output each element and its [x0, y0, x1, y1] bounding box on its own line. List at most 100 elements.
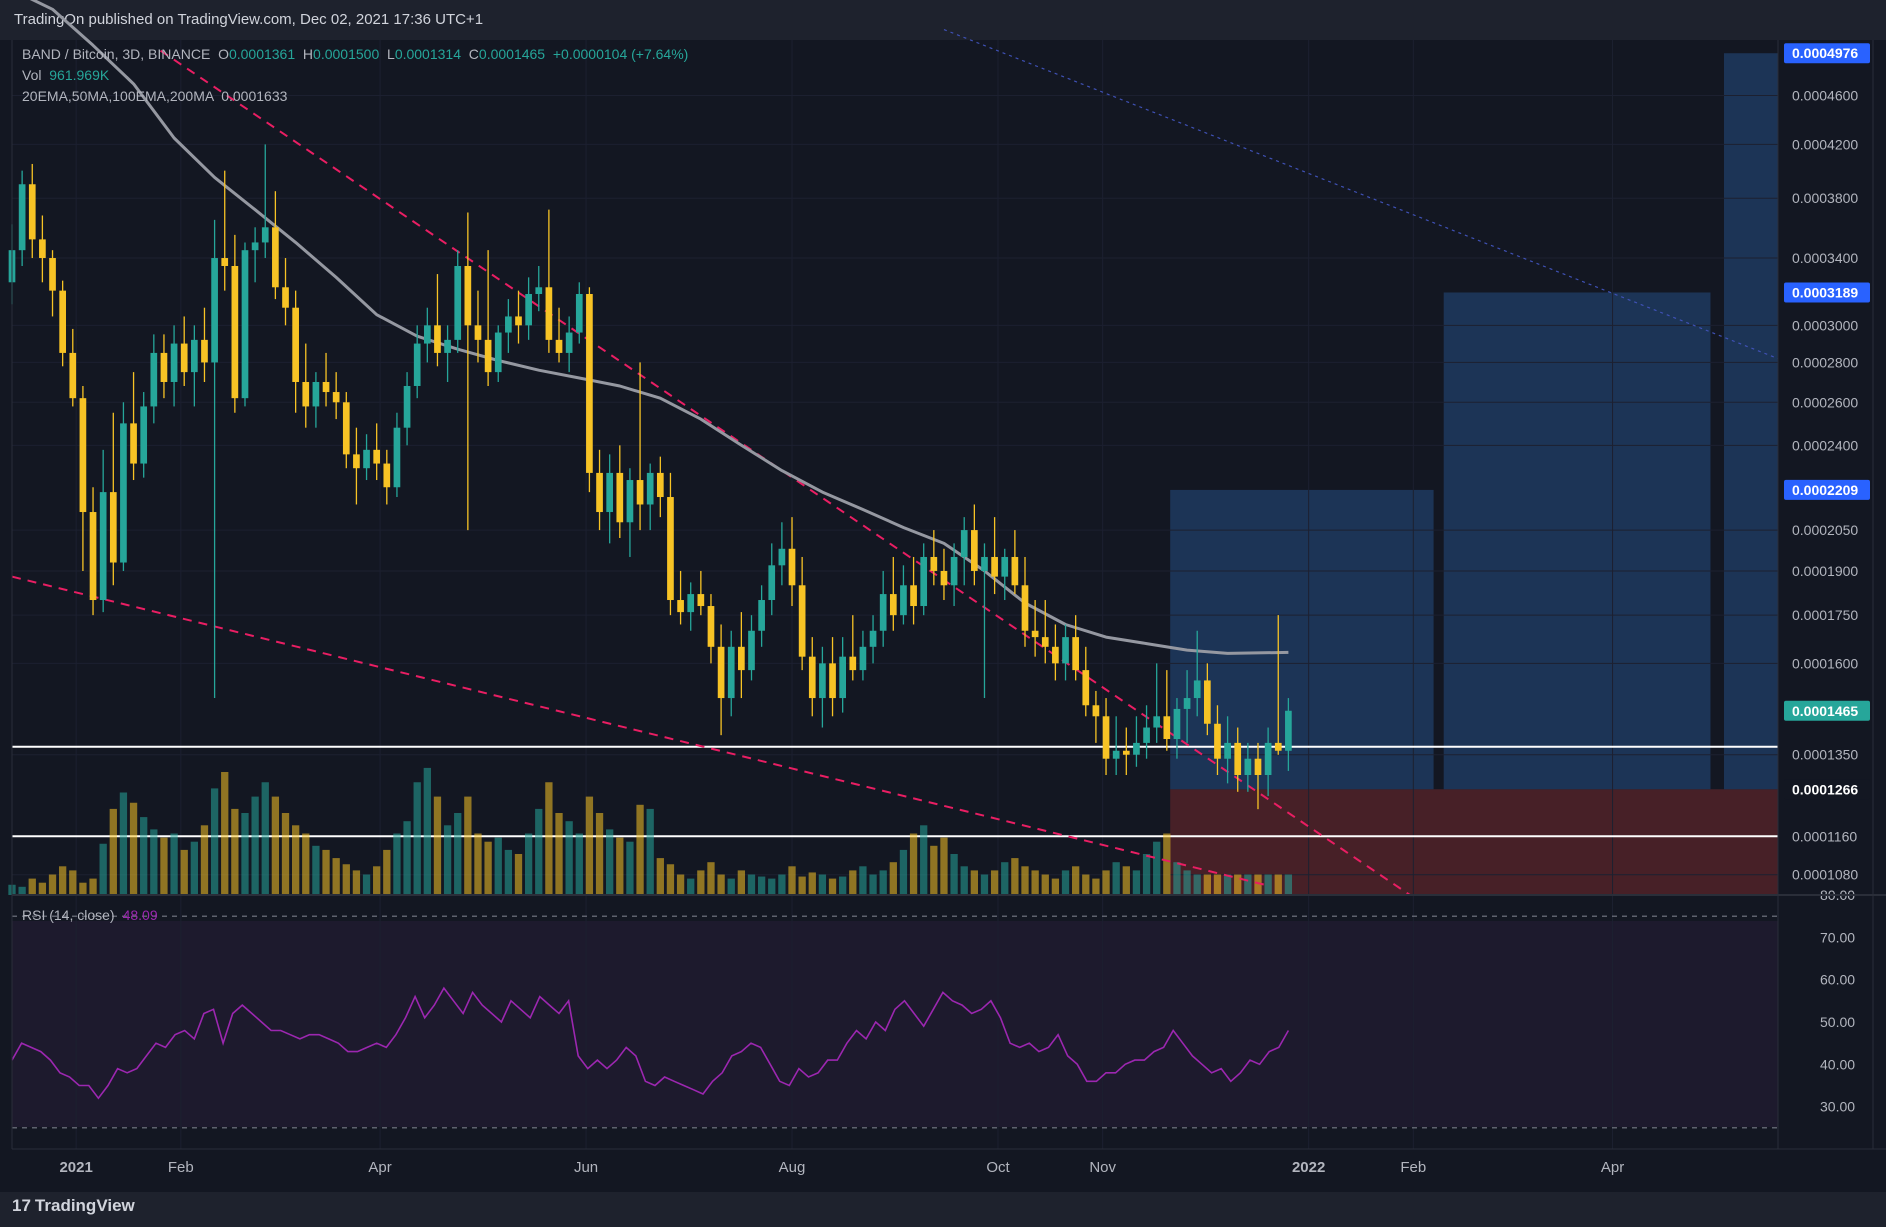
volume-bar: [636, 804, 644, 895]
volume-bar: [373, 866, 381, 895]
candle-body: [1193, 680, 1201, 699]
price-tick-label: 0.0001160: [1792, 828, 1857, 844]
candle-body: [849, 656, 857, 671]
candle-body: [829, 663, 836, 699]
candle-body: [423, 325, 431, 344]
candle-body: [869, 630, 877, 647]
high-label: H: [302, 46, 314, 62]
rsi-tick-label: 40.00: [1820, 1056, 1855, 1072]
volume-bar: [676, 874, 685, 895]
price-badge-label: 0.0004976: [1792, 45, 1858, 61]
volume-bar: [575, 833, 583, 895]
volume-bar: [251, 796, 259, 895]
time-tick-label: Nov: [1089, 1159, 1116, 1176]
volume-bar: [221, 772, 229, 895]
volume-bar: [859, 866, 867, 895]
ma-legend[interactable]: 20EMA,50MA,100EMA,200MA 0.0001633: [22, 86, 688, 107]
price-tick-label: 0.0001600: [1792, 655, 1858, 671]
time-tick-label: Feb: [1400, 1159, 1426, 1176]
volume-bar: [687, 878, 695, 895]
volume-bar: [210, 788, 219, 895]
candle-body: [525, 294, 532, 326]
volume-bar: [504, 849, 513, 895]
volume-bar: [291, 825, 300, 895]
rsi-value: 48.09: [122, 907, 158, 923]
symbol-legend: BAND / Bitcoin, 3D, BINANCE O0.0001361 H…: [22, 44, 688, 107]
price-tick-label: 0.0001350: [1792, 747, 1858, 763]
candle-body: [170, 343, 178, 382]
time-tick-label: Oct: [986, 1159, 1010, 1176]
candle-body: [879, 594, 887, 631]
volume-bar: [697, 870, 705, 895]
volume-bar: [960, 866, 968, 895]
volume-bar: [595, 813, 604, 895]
volume-bar: [1082, 874, 1090, 895]
volume-legend[interactable]: Vol 961.969K: [22, 65, 688, 86]
volume-bar: [879, 870, 887, 895]
candle-body: [494, 332, 502, 373]
candle-body: [646, 472, 654, 505]
candle-body: [981, 556, 988, 571]
candle-body: [656, 472, 664, 498]
candle-body: [1153, 716, 1161, 728]
volume-bar: [180, 849, 188, 895]
tradingview-logo[interactable]: 17 TradingView: [12, 1196, 135, 1216]
volume-bar: [1284, 874, 1293, 895]
volume-bar: [757, 876, 766, 895]
volume-bar: [18, 886, 26, 895]
candle-body: [160, 352, 168, 382]
candle-body: [575, 294, 583, 333]
ma-label: 20EMA,50MA,100EMA,200MA: [22, 88, 214, 104]
volume-bar: [1254, 874, 1262, 895]
candle-body: [596, 472, 603, 513]
candle-body: [727, 646, 735, 699]
rsi-legend[interactable]: RSI (14, close) 48.09: [22, 907, 158, 923]
target-zones: [1170, 53, 1778, 895]
candle-body: [677, 600, 684, 613]
volume-bar: [69, 870, 77, 895]
candle-body: [1224, 742, 1231, 759]
volume-bar: [524, 833, 533, 895]
close-label: C: [468, 46, 479, 62]
volume-bar: [484, 841, 492, 895]
rsi-band-fill: [12, 921, 1778, 1127]
candle-body: [565, 332, 573, 353]
volume-bar: [48, 874, 57, 895]
candle-body: [505, 316, 512, 333]
volume-bar: [1274, 874, 1282, 895]
candle-body: [1143, 727, 1150, 743]
close-value: 0.0001465: [478, 46, 546, 62]
volume-bar: [1203, 874, 1211, 895]
volume-bar: [109, 808, 117, 895]
volume-bar: [1223, 874, 1232, 895]
price-tick-label: 0.0003000: [1792, 317, 1858, 333]
volume-bar: [788, 866, 796, 895]
price-tick-label: 0.0001750: [1792, 607, 1858, 623]
volume-bar: [190, 841, 198, 895]
volume-bar: [38, 882, 47, 895]
candle-body: [940, 570, 948, 586]
candle-body: [1102, 716, 1110, 759]
volume-bar: [970, 870, 978, 895]
ma-value: 0.0001633: [221, 88, 288, 104]
volume-bar: [737, 870, 746, 895]
volume-bar: [443, 825, 452, 895]
candle-body: [261, 227, 269, 243]
volume-bar: [565, 821, 573, 895]
candle-body: [1264, 742, 1272, 776]
candle-body: [484, 339, 492, 373]
volume-bar: [1041, 874, 1049, 895]
volume-bar: [585, 796, 594, 895]
candle-body: [910, 585, 917, 607]
candle-body: [1244, 758, 1252, 776]
volume-bar: [980, 874, 989, 895]
candle-body: [1041, 637, 1049, 647]
volume-bar: [1112, 862, 1120, 895]
candle-body: [1254, 758, 1262, 776]
candle-body: [292, 307, 299, 382]
candle-body: [1133, 742, 1140, 755]
volume-bar: [889, 862, 897, 895]
volume-bar: [332, 858, 340, 895]
symbol-name[interactable]: BAND / Bitcoin, 3D, BINANCE: [22, 46, 211, 62]
